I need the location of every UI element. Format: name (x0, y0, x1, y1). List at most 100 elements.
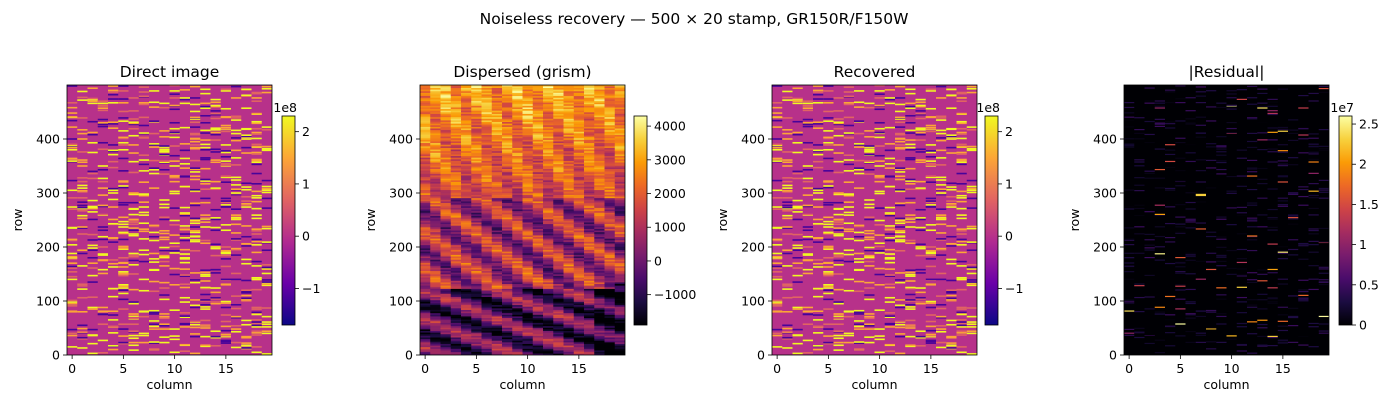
heatmap-cell (553, 270, 564, 273)
heatmap-cell (543, 210, 554, 213)
heatmap-cell (430, 333, 441, 336)
heatmap-cell (430, 325, 441, 328)
heatmap-cell (481, 95, 493, 98)
heatmap-cell (97, 323, 108, 326)
heatmap-cell (67, 238, 78, 241)
heatmap-cell (522, 257, 534, 260)
heatmap-cell (604, 285, 616, 288)
heatmap-cell (594, 178, 605, 181)
heatmap-cell (471, 316, 482, 319)
heatmap-cell (614, 207, 625, 210)
heatmap-cell (925, 205, 936, 208)
heatmap-cell (522, 184, 534, 187)
heatmap-cell (502, 176, 513, 179)
heatmap-cell (450, 85, 462, 87)
heatmap-cell (210, 330, 221, 333)
heatmap-cell (491, 235, 503, 238)
heatmap-cell (604, 178, 616, 181)
heatmap-cell (553, 238, 564, 241)
heatmap-cell (584, 118, 595, 121)
heatmap-cell (461, 346, 472, 349)
heatmap-cell (430, 233, 441, 236)
heatmap-cell (450, 233, 462, 236)
heatmap-cell (956, 288, 967, 291)
heatmap-cell (946, 235, 957, 238)
heatmap-cell (440, 317, 452, 320)
heatmap-cell (956, 276, 967, 279)
heatmap-cell (179, 350, 190, 353)
heatmap-cell (138, 91, 149, 93)
heatmap-cell (573, 335, 585, 338)
heatmap-cell (884, 233, 895, 235)
heatmap-cell (502, 345, 513, 348)
heatmap-cell (481, 256, 493, 259)
heatmap-cell (481, 180, 493, 182)
heatmap-cell (128, 223, 139, 226)
heatmap-cell (450, 118, 462, 121)
heatmap-cell (573, 131, 585, 134)
heatmap-cell (430, 157, 441, 160)
heatmap-cell (563, 215, 575, 218)
heatmap-cell (420, 131, 431, 134)
heatmap-cell (420, 296, 431, 299)
heatmap-cell (563, 244, 575, 247)
heatmap-cell (563, 301, 575, 304)
heatmap-cell (584, 309, 595, 312)
heatmap-cell (925, 302, 936, 304)
heatmap-cell (823, 256, 834, 259)
heatmap-cell (573, 333, 585, 336)
heatmap-cell (594, 197, 605, 200)
heatmap-cell (573, 270, 585, 273)
heatmap-cell (481, 233, 493, 236)
heatmap-cell (573, 327, 585, 330)
heatmap-cell (481, 186, 493, 189)
heatmap-cell (179, 175, 190, 178)
heatmap-cell (502, 126, 513, 129)
heatmap-cell (802, 180, 813, 183)
heatmap-cell (584, 230, 595, 233)
heatmap-cell (522, 251, 534, 254)
heatmap-cell (563, 181, 575, 184)
heatmap-cell (584, 102, 595, 105)
heatmap-cell (440, 308, 452, 310)
heatmap-cell (813, 332, 824, 334)
heatmap-cell (573, 230, 585, 233)
heatmap-cell (471, 201, 482, 204)
heatmap-cell (440, 105, 452, 108)
heatmap-cell (471, 272, 482, 275)
heatmap-cell (543, 257, 554, 260)
heatmap-cell (543, 136, 554, 139)
heatmap-cell (450, 184, 462, 187)
heatmap-cell (772, 197, 783, 199)
heatmap-cell (915, 246, 926, 248)
heatmap-cell (563, 274, 575, 276)
heatmap-cell (522, 270, 534, 273)
heatmap-cell (420, 186, 431, 189)
heatmap-cell (543, 244, 554, 247)
heatmap-cell (512, 142, 523, 145)
heatmap-cell (614, 99, 625, 101)
heatmap-cell (874, 252, 885, 254)
heatmap-cell (594, 248, 605, 250)
heatmap-cell (522, 327, 534, 330)
heatmap-cell (584, 246, 595, 249)
heatmap-cell (190, 352, 201, 355)
heatmap-cell (261, 85, 272, 88)
heatmap-cell (190, 133, 201, 136)
heatmap-cell (440, 248, 452, 250)
heatmap-cell (584, 277, 595, 280)
heatmap-cell (420, 295, 431, 297)
heatmap-cell (772, 346, 783, 348)
heatmap-cell (502, 343, 513, 346)
heatmap-cell (915, 291, 926, 294)
heatmap-cell (512, 319, 523, 322)
heatmap-cell (169, 351, 180, 354)
heatmap-cell (420, 312, 431, 315)
colorbar-gradient (281, 115, 296, 326)
heatmap-cell (461, 270, 472, 273)
heatmap-cell (522, 269, 534, 272)
heatmap-cell (772, 208, 783, 210)
heatmap-cell (481, 168, 493, 171)
heatmap-cell (440, 228, 452, 231)
